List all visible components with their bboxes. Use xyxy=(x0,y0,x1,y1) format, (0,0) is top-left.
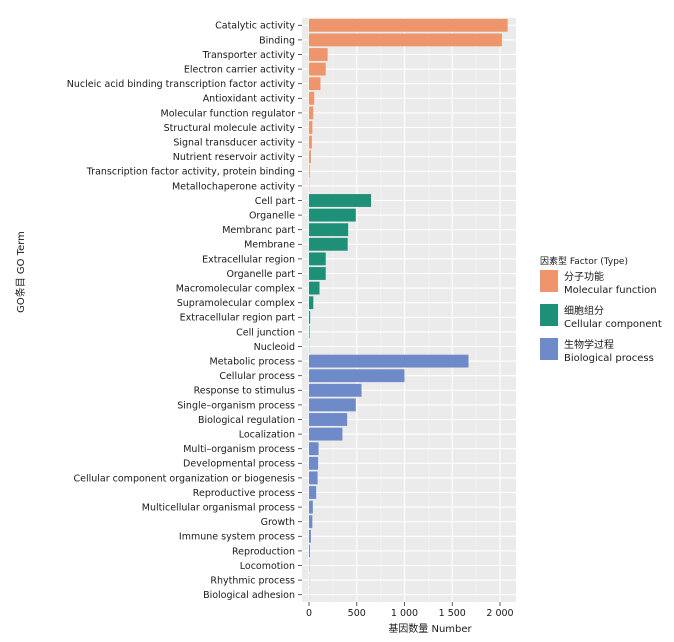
legend-label-en: Molecular function xyxy=(564,285,657,296)
bar xyxy=(309,457,318,470)
y-tick-label: Immune system process xyxy=(179,532,295,543)
bar xyxy=(309,267,326,280)
bar xyxy=(309,252,326,265)
y-tick-label: Signal transducer activity xyxy=(173,138,295,149)
x-tick-label: 0 xyxy=(306,608,312,619)
x-tick-label: 500 xyxy=(348,608,366,619)
bar xyxy=(309,369,405,382)
bar xyxy=(309,442,319,455)
bar xyxy=(309,530,311,543)
legend-swatch xyxy=(540,338,558,360)
bar xyxy=(309,121,312,134)
y-tick-label: Organelle part xyxy=(226,269,295,280)
bar xyxy=(309,106,313,119)
bar xyxy=(309,384,362,397)
x-tick-label: 1 000 xyxy=(391,608,418,619)
bar xyxy=(309,355,468,368)
y-tick-label: Nutrient reservoir activity xyxy=(173,152,296,163)
legend-label-en: Biological process xyxy=(564,353,654,364)
y-tick-label: Cell part xyxy=(255,196,296,207)
bar xyxy=(309,413,347,426)
go-bar-chart: Catalytic activity Binding Transporter act… xyxy=(0,0,674,642)
legend-swatch xyxy=(540,270,558,292)
y-tick-label: Multicellular organismal process xyxy=(142,503,295,514)
bar xyxy=(309,238,348,251)
bar xyxy=(309,325,310,338)
legend: 因素型 Factor (Type) 分子功能 Molecular function… xyxy=(540,255,662,364)
legend-label-cn: 生物学过程 xyxy=(564,338,614,351)
y-tick-label: Reproduction xyxy=(232,546,295,557)
y-tick-label: Locomotion xyxy=(240,561,295,572)
y-tick-label: Reproductive process xyxy=(193,488,295,499)
bar xyxy=(309,428,342,441)
legend-label-cn: 细胞组分 xyxy=(564,304,604,317)
y-axis-title: GO条目 GO Term xyxy=(14,231,27,313)
y-tick-label: Metallochaperone activity xyxy=(172,181,295,192)
y-tick-labels: Catalytic activity Binding Transporter act… xyxy=(67,21,302,601)
legend-swatch xyxy=(540,304,558,326)
x-axis-title: 基因数量 Number xyxy=(388,622,472,635)
y-tick-label: Electron carrier activity xyxy=(184,65,295,76)
bar xyxy=(309,19,508,32)
y-tick-label: Cellular process xyxy=(219,371,295,382)
y-tick-label: Transporter activity xyxy=(202,50,296,61)
bar xyxy=(309,92,314,105)
bar xyxy=(309,515,312,528)
y-tick-label: Rhythmic process xyxy=(210,576,295,587)
y-tick-label: Biological adhesion xyxy=(203,590,295,601)
bar xyxy=(309,544,310,557)
bar xyxy=(309,165,310,178)
bar xyxy=(309,194,371,207)
y-tick-label: Single–organism process xyxy=(177,400,295,411)
bar xyxy=(309,77,320,90)
y-tick-label: Antioxidant activity xyxy=(203,94,296,105)
bar xyxy=(309,209,356,222)
y-tick-label: Catalytic activity xyxy=(215,21,295,32)
y-tick-label: Transcription factor activity, protein b… xyxy=(86,167,295,178)
bar xyxy=(309,296,313,309)
y-tick-label: Extracellular region part xyxy=(180,313,296,324)
legend-label-en: Cellular component xyxy=(564,319,662,330)
bar xyxy=(309,223,348,236)
y-tick-label: Extracellular region xyxy=(202,254,295,265)
legend-title: 因素型 Factor (Type) xyxy=(540,255,628,267)
bar xyxy=(309,471,318,484)
legend-label-cn: 分子功能 xyxy=(564,270,604,283)
y-tick-label: Structural molecule activity xyxy=(164,123,296,134)
bar xyxy=(309,150,311,163)
y-tick-label: Membranc part xyxy=(222,225,295,236)
bar xyxy=(309,48,328,61)
y-tick-label: Biological regulation xyxy=(198,415,295,426)
y-tick-label: Molecular function regulator xyxy=(161,108,296,119)
bar xyxy=(309,486,316,499)
x-tick-label: 2 000 xyxy=(486,608,513,619)
x-tick-label: 1 500 xyxy=(439,608,466,619)
y-tick-label: Metabolic process xyxy=(210,357,296,368)
bar xyxy=(309,311,310,324)
plot-panel xyxy=(302,18,516,602)
y-tick-label: Multi–organism process xyxy=(183,444,295,455)
y-tick-label: Supramolecular complex xyxy=(177,298,296,309)
y-tick-label: Cellular component organization or bioge… xyxy=(73,473,295,484)
bar xyxy=(309,63,326,76)
y-tick-label: Growth xyxy=(261,517,295,528)
bar xyxy=(309,136,312,149)
y-tick-label: Cell junction xyxy=(236,327,295,338)
bar xyxy=(309,501,313,514)
y-tick-label: Macromolecular complex xyxy=(176,284,296,295)
y-tick-label: Developmental process xyxy=(183,459,295,470)
bar xyxy=(309,33,502,46)
y-tick-label: Binding xyxy=(259,35,295,46)
x-ticks: 0 500 1 000 1 500 2 000 xyxy=(306,602,514,619)
bar xyxy=(309,282,320,295)
y-tick-label: Organelle xyxy=(249,211,295,222)
bar xyxy=(309,398,356,411)
y-tick-label: Response to stimulus xyxy=(194,386,295,397)
y-tick-label: Nucleoid xyxy=(254,342,295,353)
y-tick-label: Nucleic acid binding transcription facto… xyxy=(67,79,296,90)
y-tick-label: Membrane xyxy=(244,240,295,251)
y-tick-label: Localization xyxy=(239,430,295,441)
